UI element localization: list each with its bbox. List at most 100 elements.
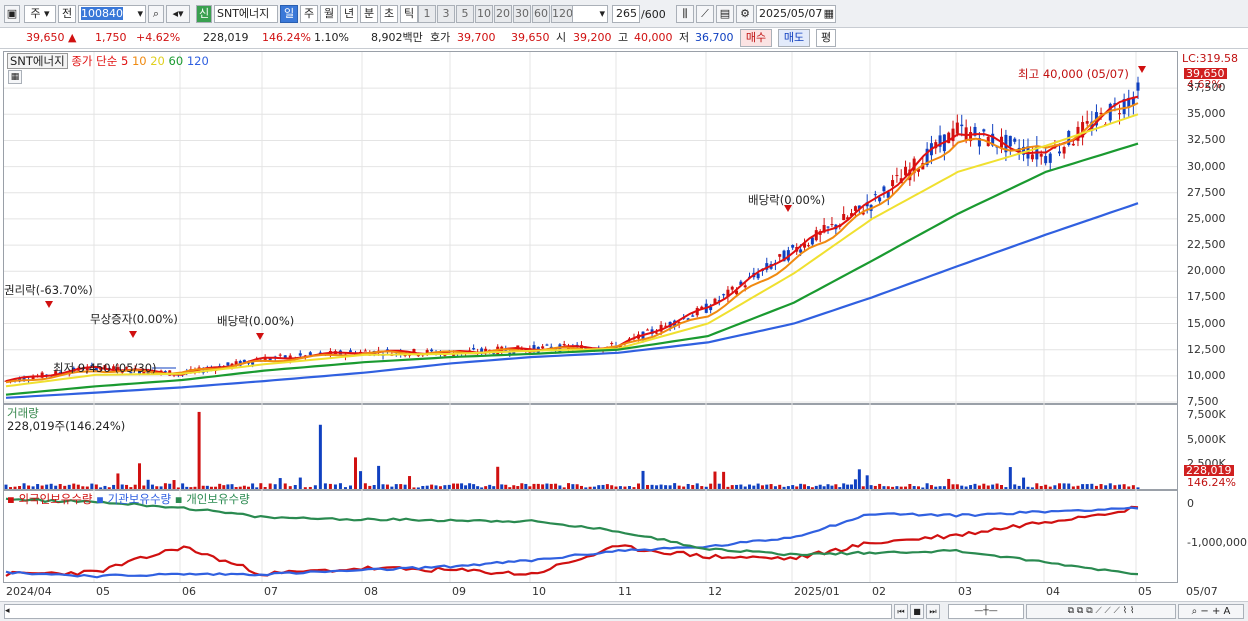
volume-bar	[508, 487, 512, 489]
volume-bar	[528, 486, 532, 489]
volume-bar	[385, 484, 389, 489]
interval-tab-3[interactable]: 3	[437, 5, 455, 23]
speaker-icon[interactable]: ◂▾	[166, 5, 190, 23]
sell-button[interactable]: 매도	[778, 29, 810, 47]
price-tick: 10,000	[1187, 368, 1226, 382]
interval-tab-10[interactable]: 10	[475, 5, 493, 23]
period-tab-1[interactable]: 주	[300, 5, 318, 23]
zoom-icons[interactable]: ⌕ − + A	[1178, 604, 1244, 619]
zoom-slider[interactable]: —┼—	[948, 604, 1024, 619]
volume-bar	[181, 483, 185, 489]
volume-bar	[408, 476, 412, 489]
legend-ma60: 60	[168, 54, 184, 68]
volume-bar	[584, 487, 588, 489]
x-tick: 02	[872, 585, 886, 598]
grid-toggle-icon[interactable]: ▦	[8, 70, 22, 84]
price-tick: 15,000	[1187, 316, 1226, 330]
eval-button[interactable]: 평	[816, 29, 836, 47]
volume-bar	[673, 483, 677, 489]
tools-icons[interactable]: ⧉ ⧉ ⧉ ⟋ ⟋ ⟋ ⌇ ⌇	[1026, 604, 1176, 619]
period-tab-2[interactable]: 월	[320, 5, 338, 23]
volume-bar	[1053, 485, 1057, 489]
interval-tab-60[interactable]: 60	[532, 5, 550, 23]
calendar-icon[interactable]: ▦	[823, 7, 834, 20]
settings-icon[interactable]: ⚙	[736, 5, 754, 23]
candle-body	[982, 129, 986, 132]
volume-bar	[18, 486, 22, 489]
nav-first-button[interactable]: ⏮	[894, 604, 908, 619]
candle-body	[830, 224, 834, 226]
nav-stop-button[interactable]: ■	[910, 604, 924, 619]
market-select[interactable]: 주 ▾	[24, 5, 56, 23]
stock-code-input[interactable]: 100840 ▾	[78, 5, 146, 23]
interval-custom-select[interactable]: ▾	[572, 5, 608, 23]
candle-body	[938, 135, 942, 147]
annotation-dividend-2: 배당락(0.00%)	[748, 193, 826, 207]
save-icon[interactable]: ▤	[716, 5, 734, 23]
search-icon[interactable]: ⌕	[148, 5, 164, 23]
high-label: 고	[618, 31, 629, 44]
holdings-panel[interactable]	[3, 490, 1178, 583]
candle-body	[700, 306, 704, 309]
candle-body	[782, 250, 786, 262]
candle-body	[799, 249, 803, 253]
candle-body	[960, 124, 964, 127]
volume-bar	[209, 486, 213, 489]
date-input[interactable]: 2025/05/07 ▦	[756, 5, 836, 23]
period-tab-0[interactable]: 일	[280, 5, 298, 23]
volume-bar	[597, 485, 601, 489]
x-tick: 06	[182, 585, 196, 598]
interval-tab-20[interactable]: 20	[494, 5, 512, 23]
volume-bar	[137, 463, 141, 489]
candle-body	[991, 133, 995, 146]
stock-name[interactable]: SNT에너지	[214, 5, 278, 23]
period-tab-4[interactable]: 분	[360, 5, 378, 23]
period-tab-3[interactable]: 년	[340, 5, 358, 23]
interval-tab-1[interactable]: 1	[418, 5, 436, 23]
candle-body	[895, 175, 899, 177]
volume-bar	[1113, 485, 1117, 489]
volume-bar	[438, 486, 442, 489]
x-tick: 2024/04	[6, 585, 52, 598]
candle-body	[363, 350, 367, 352]
candle-body	[646, 329, 650, 331]
candle-body	[664, 325, 668, 327]
count-input[interactable]: 265	[612, 5, 640, 23]
price-panel[interactable]	[3, 51, 1178, 404]
candle-type-icon[interactable]: ⫼	[676, 5, 694, 23]
interval-tab-5[interactable]: 5	[456, 5, 474, 23]
candle-body	[226, 362, 230, 366]
volume-bar	[1090, 483, 1094, 489]
volume-bar	[686, 483, 690, 489]
candle-body	[610, 343, 614, 345]
annotation-high: 최고 40,000 (05/07)	[1018, 67, 1129, 81]
window-icon[interactable]: ▣	[4, 5, 20, 23]
period-tab-5[interactable]: 초	[380, 5, 398, 23]
legend-indiv-label: 개인보유수량	[186, 492, 250, 506]
period-tab-6[interactable]: 틱	[400, 5, 418, 23]
candle-body	[969, 132, 973, 142]
candle-body	[916, 168, 920, 172]
volume-bar	[947, 478, 951, 489]
holdings-tick: 0	[1187, 496, 1194, 510]
price-change-pct: +4.62%	[136, 31, 181, 44]
volume-bar	[921, 487, 925, 489]
nav-last-button[interactable]: ⏭	[926, 604, 940, 619]
draw-tool-icon[interactable]: ⟋	[696, 5, 714, 23]
scrollbar[interactable]: ◂	[4, 604, 892, 619]
volume-bar	[201, 485, 205, 489]
interval-tab-30[interactable]: 30	[513, 5, 531, 23]
volume-bar	[814, 485, 818, 489]
quote-bar: 39,650 ▲ 1,750 +4.62% 228,019 146.24% 1.…	[0, 28, 1248, 49]
volume-bar	[782, 486, 786, 489]
candle-body	[882, 186, 886, 192]
candle-body	[545, 344, 549, 346]
volume-bar	[637, 483, 641, 489]
volume-bar	[488, 484, 492, 489]
interval-tab-120[interactable]: 120	[551, 5, 573, 23]
volume-bar	[895, 486, 899, 489]
buy-button[interactable]: 매수	[740, 29, 772, 47]
volume-bar	[1122, 484, 1126, 489]
candle-body	[1108, 103, 1112, 121]
prev-button[interactable]: 전	[58, 5, 76, 23]
